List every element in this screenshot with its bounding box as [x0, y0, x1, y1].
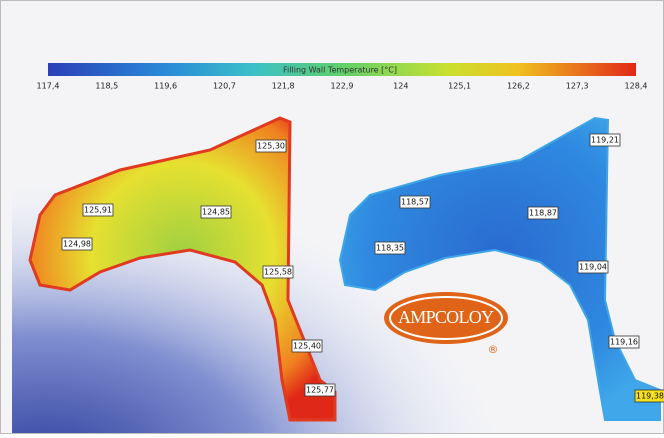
value-label-box	[304, 383, 336, 397]
value-label: 119,21	[591, 136, 619, 145]
value-label: 118,57	[401, 198, 429, 207]
colorbar	[48, 63, 636, 76]
left-fender	[28, 116, 337, 422]
value-label-box	[255, 139, 287, 153]
colorbar-tick-label: 125,1	[448, 82, 471, 91]
logo-ring	[389, 296, 503, 340]
colorbar-tick-label: 118,5	[95, 82, 118, 91]
value-label-box	[82, 203, 114, 217]
value-label-box	[61, 237, 93, 251]
value-label-box	[527, 206, 559, 220]
colorbar-tick-label: 122,9	[331, 82, 354, 91]
colorbar-tick-label: 121,8	[272, 82, 295, 91]
value-label: 124,85	[202, 208, 230, 217]
value-label: 124,98	[63, 240, 91, 249]
right-fender	[338, 116, 661, 421]
value-label-box	[291, 339, 323, 353]
value-label-box	[200, 205, 232, 219]
value-label: 118,35	[376, 244, 404, 253]
logo-text: AMPCOLOY	[398, 307, 494, 327]
value-label: 125,30	[257, 142, 285, 151]
value-label-box	[608, 335, 640, 349]
value-label: 118,87	[529, 209, 557, 218]
colorbar-title: Filling Wall Temperature [°C]	[283, 66, 397, 75]
value-label: 125,58	[264, 268, 292, 277]
value-label: 125,77	[306, 386, 334, 395]
colorbar-tick-label: 117,4	[37, 82, 60, 91]
colorbar-tick-label: 120,7	[213, 82, 236, 91]
value-label: 119,38	[636, 392, 664, 401]
value-label-box	[577, 260, 609, 274]
value-label-box	[399, 195, 431, 209]
value-label-box	[634, 389, 664, 403]
value-label: 119,16	[610, 338, 638, 347]
colorbar-tick-label: 126,2	[507, 82, 530, 91]
value-label-box	[262, 265, 294, 279]
logo-badge	[384, 292, 508, 344]
logo-mark: ®	[488, 343, 499, 356]
colorbar-tick-label: 127,3	[566, 82, 589, 91]
colorbar-tick-label: 128,4	[625, 82, 648, 91]
value-label-box	[589, 133, 621, 147]
colorbar-tick-label: 119,6	[154, 82, 177, 91]
value-label: 125,91	[84, 206, 112, 215]
colorbar-tick-label: 124	[393, 82, 408, 91]
value-label-box	[374, 241, 406, 255]
value-label: 125,40	[293, 342, 321, 351]
value-label: 119,04	[579, 263, 607, 272]
